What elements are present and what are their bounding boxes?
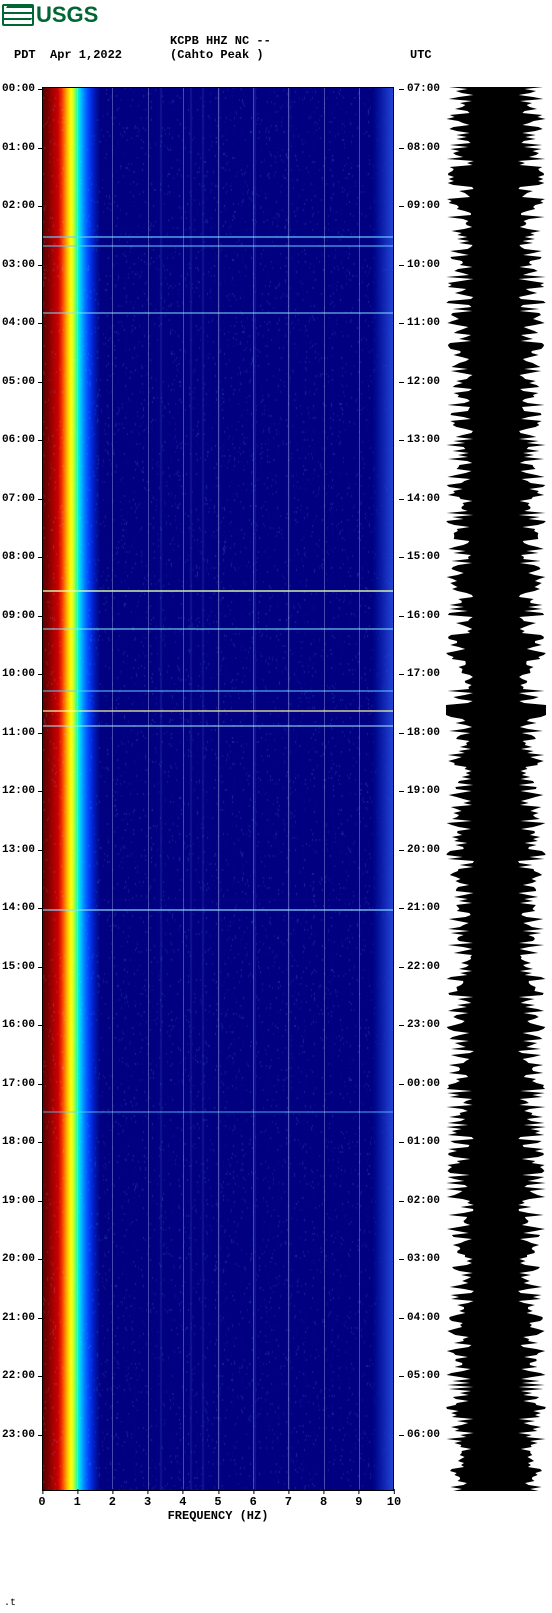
seismogram-waveform <box>446 87 546 1491</box>
pdt-tick: 08:00 <box>2 551 35 563</box>
utc-tick: 02:00 <box>407 1195 440 1207</box>
utc-tick: 04:00 <box>407 1312 440 1324</box>
freq-tick: 3 <box>144 1495 151 1509</box>
pdt-tick: 14:00 <box>2 902 35 914</box>
freq-tick: 7 <box>285 1495 292 1509</box>
pdt-tick: 23:00 <box>2 1429 35 1441</box>
pdt-tick: 18:00 <box>2 1136 35 1148</box>
utc-tick: 09:00 <box>407 200 440 212</box>
pdt-tick: 02:00 <box>2 200 35 212</box>
pdt-tick: 15:00 <box>2 961 35 973</box>
pdt-tick: 01:00 <box>2 142 35 154</box>
utc-tick: 17:00 <box>407 668 440 680</box>
gridline <box>324 87 325 1491</box>
utc-tick: 23:00 <box>407 1019 440 1031</box>
pdt-tick: 06:00 <box>2 434 35 446</box>
usgs-logo-text: USGS <box>36 2 98 28</box>
pdt-tick: 11:00 <box>2 727 35 739</box>
pdt-tick: 19:00 <box>2 1195 35 1207</box>
utc-tick: 03:00 <box>407 1253 440 1265</box>
pdt-tick: 03:00 <box>2 259 35 271</box>
pdt-tick: 22:00 <box>2 1370 35 1382</box>
freq-tick: 4 <box>179 1495 186 1509</box>
pdt-tick: 13:00 <box>2 844 35 856</box>
utc-tick: 13:00 <box>407 434 440 446</box>
gridline <box>288 87 289 1491</box>
freq-tick: 10 <box>387 1495 401 1509</box>
utc-tick: 20:00 <box>407 844 440 856</box>
freq-tick: 8 <box>320 1495 327 1509</box>
usgs-logo: USGS <box>2 2 98 28</box>
pdt-tick: 09:00 <box>2 610 35 622</box>
utc-tick: 01:00 <box>407 1136 440 1148</box>
spectrogram-plot: 00:0001:0002:0003:0004:0005:0006:0007:00… <box>42 87 394 1491</box>
utc-tick: 19:00 <box>407 785 440 797</box>
utc-tick: 18:00 <box>407 727 440 739</box>
date-label: Apr 1,2022 <box>50 48 122 62</box>
waveform-fill <box>446 87 546 1491</box>
freq-tick: 9 <box>355 1495 362 1509</box>
pdt-tick: 07:00 <box>2 493 35 505</box>
high-freq-edge-band <box>372 87 394 1491</box>
station-name: (Cahto Peak ) <box>170 48 264 62</box>
tz-right-label: UTC <box>410 48 432 62</box>
gridline <box>77 87 78 1491</box>
utc-tick: 16:00 <box>407 610 440 622</box>
pdt-tick: 10:00 <box>2 668 35 680</box>
pdt-tick: 00:00 <box>2 83 35 95</box>
utc-tick: 14:00 <box>407 493 440 505</box>
gridline <box>183 87 184 1491</box>
utc-tick: 06:00 <box>407 1429 440 1441</box>
utc-tick: 11:00 <box>407 317 440 329</box>
freq-tick: 1 <box>74 1495 81 1509</box>
gridline <box>359 87 360 1491</box>
utc-tick: 10:00 <box>407 259 440 271</box>
seismogram-panel <box>446 87 546 1491</box>
gridline <box>218 87 219 1491</box>
freq-tick: 2 <box>109 1495 116 1509</box>
utc-tick: 08:00 <box>407 142 440 154</box>
freq-tick: 0 <box>38 1495 45 1509</box>
tz-left-label: PDT <box>14 48 36 62</box>
usgs-wave-icon <box>2 4 34 26</box>
gridline <box>253 87 254 1491</box>
station-code: KCPB HHZ NC -- <box>170 34 271 48</box>
pdt-tick: 17:00 <box>2 1078 35 1090</box>
pdt-tick: 16:00 <box>2 1019 35 1031</box>
pdt-tick: 12:00 <box>2 785 35 797</box>
footer-mark: .t <box>4 1598 16 1609</box>
utc-tick: 07:00 <box>407 83 440 95</box>
x-axis-label: FREQUENCY (HZ) <box>168 1509 269 1523</box>
pdt-tick: 20:00 <box>2 1253 35 1265</box>
utc-tick: 21:00 <box>407 902 440 914</box>
utc-tick: 22:00 <box>407 961 440 973</box>
utc-tick: 00:00 <box>407 1078 440 1090</box>
pdt-tick: 21:00 <box>2 1312 35 1324</box>
pdt-tick: 05:00 <box>2 376 35 388</box>
utc-tick: 15:00 <box>407 551 440 563</box>
utc-tick: 12:00 <box>407 376 440 388</box>
freq-tick: 6 <box>250 1495 257 1509</box>
pdt-tick: 04:00 <box>2 317 35 329</box>
freq-tick: 5 <box>214 1495 221 1509</box>
gridline <box>112 87 113 1491</box>
gridline <box>148 87 149 1491</box>
utc-tick: 05:00 <box>407 1370 440 1382</box>
